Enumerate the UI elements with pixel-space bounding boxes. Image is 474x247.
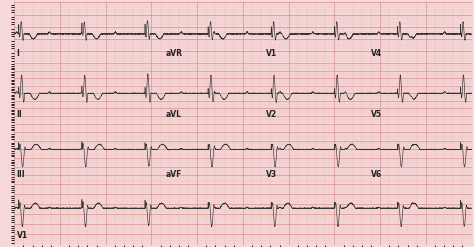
Text: I: I [17,49,19,58]
Text: aVL: aVL [165,110,181,119]
Text: aVR: aVR [165,49,182,58]
Text: V2: V2 [266,110,277,119]
Text: V6: V6 [371,170,382,179]
Text: V3: V3 [266,170,277,179]
Text: II: II [17,110,22,119]
Text: aVF: aVF [165,170,182,179]
Text: V1: V1 [266,49,277,58]
Text: V1: V1 [17,231,27,240]
Text: V5: V5 [371,110,382,119]
Text: V4: V4 [371,49,382,58]
Text: III: III [17,170,25,179]
